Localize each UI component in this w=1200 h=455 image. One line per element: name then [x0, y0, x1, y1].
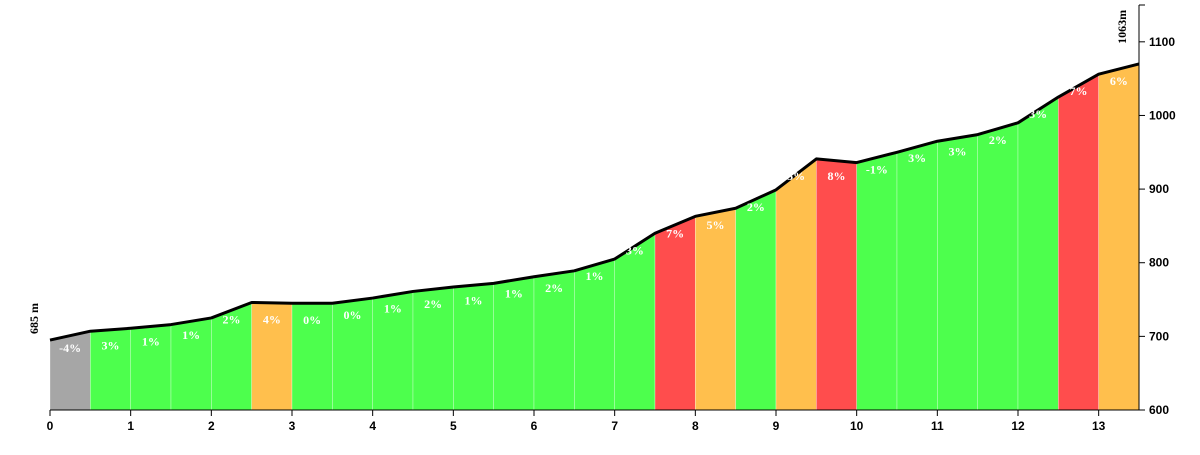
x-tick-label: 10 — [850, 419, 864, 433]
y-tick-label: 1000 — [1149, 108, 1176, 122]
y-tick-label: 600 — [1149, 403, 1169, 417]
x-tick-label: 12 — [1011, 419, 1025, 433]
gradient-label: 5% — [787, 169, 805, 183]
gradient-label: 2% — [424, 297, 442, 311]
x-tick-label: 11 — [931, 419, 944, 433]
gradient-segment — [977, 122, 1019, 411]
gradient-label: 1% — [505, 287, 523, 301]
profile-line-layer — [49, 62, 1140, 342]
gradient-label: 1% — [384, 301, 402, 315]
y-tick-label: 700 — [1149, 329, 1169, 343]
gradient-segment — [775, 158, 817, 411]
gradient-label: 3% — [102, 338, 120, 352]
y-tick-label: 900 — [1149, 182, 1169, 196]
gradient-label: 2% — [545, 281, 563, 295]
gradient-labels: -4% 3% 1% 1% 2% 4% 0% 0% 1% 2% 1% 1% 2% 1% 3% 7% 5% 2% 5% 8… — [59, 74, 1128, 355]
gradient-segment — [695, 208, 736, 411]
x-tick-label: 2 — [208, 419, 215, 433]
gradient-label: 1% — [142, 335, 160, 349]
gradient-segment — [654, 216, 696, 411]
gradient-segment — [735, 189, 777, 411]
x-tick-label: 13 — [1092, 419, 1106, 433]
gradient-label: 1% — [182, 328, 200, 342]
gradient-label: -4% — [59, 341, 81, 355]
gradient-label: 4% — [263, 312, 281, 326]
x-tick-label: 6 — [531, 419, 538, 433]
gradient-label: 3% — [908, 151, 926, 165]
gradient-label: 1% — [586, 269, 604, 283]
gradient-label: -1% — [866, 162, 888, 176]
start-elevation-label: 685 m — [27, 303, 41, 334]
gradient-label: 1% — [465, 293, 483, 307]
gradient-label: 7% — [1070, 84, 1088, 98]
x-tick-label: 3 — [289, 419, 296, 433]
x-tick-label: 0 — [47, 419, 54, 433]
gradient-label: 2% — [223, 312, 241, 326]
x-tick-label: 8 — [692, 419, 699, 433]
gradient-segment — [937, 134, 978, 411]
gradient-label: 2% — [989, 133, 1007, 147]
x-axis: 0 1 2 3 4 5 6 7 8 9 10 11 12 13 — [47, 409, 1139, 433]
x-tick-label: 9 — [773, 419, 780, 433]
x-tick-label: 4 — [369, 419, 376, 433]
gradient-label: 2% — [747, 200, 765, 214]
gradient-label: 5% — [707, 218, 725, 232]
profile-line — [49, 62, 1140, 342]
gradient-label: 0% — [344, 308, 362, 322]
gradient-segment — [1098, 63, 1140, 411]
gradient-segment — [1058, 73, 1099, 411]
gradient-segment — [614, 232, 656, 411]
y-tick-label: 1100 — [1149, 35, 1175, 49]
gradient-segment — [856, 152, 898, 411]
gradient-label: 6% — [1110, 74, 1128, 88]
gradient-label: 8% — [828, 169, 846, 183]
gradient-segment — [1017, 96, 1059, 411]
x-tick-label: 5 — [450, 419, 457, 433]
gradient-label: 3% — [949, 145, 967, 159]
gradient-label: 7% — [666, 226, 684, 240]
x-tick-label: 1 — [127, 419, 134, 433]
gradient-segment — [816, 158, 857, 411]
gradient-label: 3% — [1029, 107, 1047, 121]
x-tick-label: 7 — [611, 419, 618, 433]
gradient-segments — [49, 63, 1140, 411]
y-tick-label: 800 — [1149, 256, 1169, 270]
gradient-label: 0% — [303, 313, 321, 327]
end-elevation-label: 1063m — [1115, 10, 1129, 44]
gradient-segment — [896, 141, 938, 411]
gradient-label: 3% — [626, 243, 644, 257]
y-axis: 600 700 800 900 1000 1100 — [1138, 4, 1176, 417]
